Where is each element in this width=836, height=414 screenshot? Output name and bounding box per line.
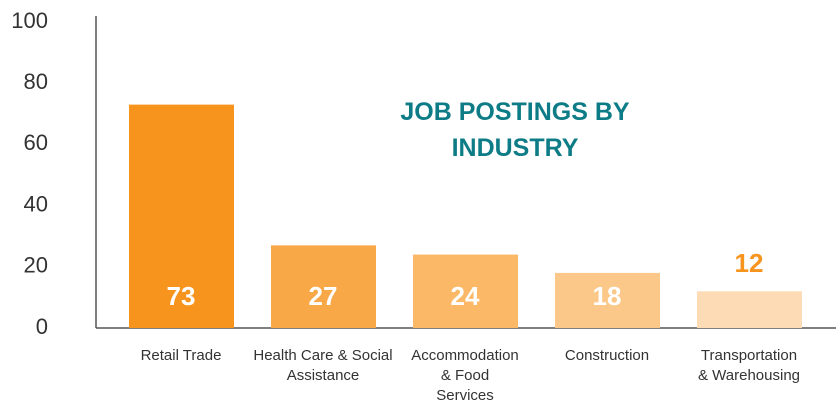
- data-label: 27: [309, 281, 338, 311]
- y-tick-label: 0: [36, 314, 48, 339]
- data-label: 24: [451, 281, 480, 311]
- data-label: 12: [735, 248, 764, 278]
- bar: [697, 291, 802, 328]
- y-tick-label: 40: [24, 191, 48, 216]
- x-tick-label: Health Care & Social Assistance: [253, 347, 393, 384]
- data-label: 18: [593, 281, 622, 311]
- y-tick-label: 60: [24, 130, 48, 155]
- bar: [413, 254, 518, 328]
- x-tick-label: Retail Trade: [140, 347, 222, 364]
- chart-title: JOB POSTINGS BY INDUSTRY: [400, 98, 630, 162]
- y-tick-label: 20: [24, 253, 48, 278]
- bar: [129, 104, 234, 329]
- y-tick-label: 100: [11, 8, 48, 33]
- bar: [271, 245, 376, 328]
- y-tick-label: 80: [24, 69, 48, 94]
- data-label: 73: [167, 281, 196, 311]
- x-tick-label: Construction: [564, 347, 650, 364]
- bar: [555, 272, 660, 328]
- x-tick-label: Accommodation & Food Services: [411, 347, 519, 404]
- x-tick-label: Transportation & Warehousing: [698, 347, 800, 384]
